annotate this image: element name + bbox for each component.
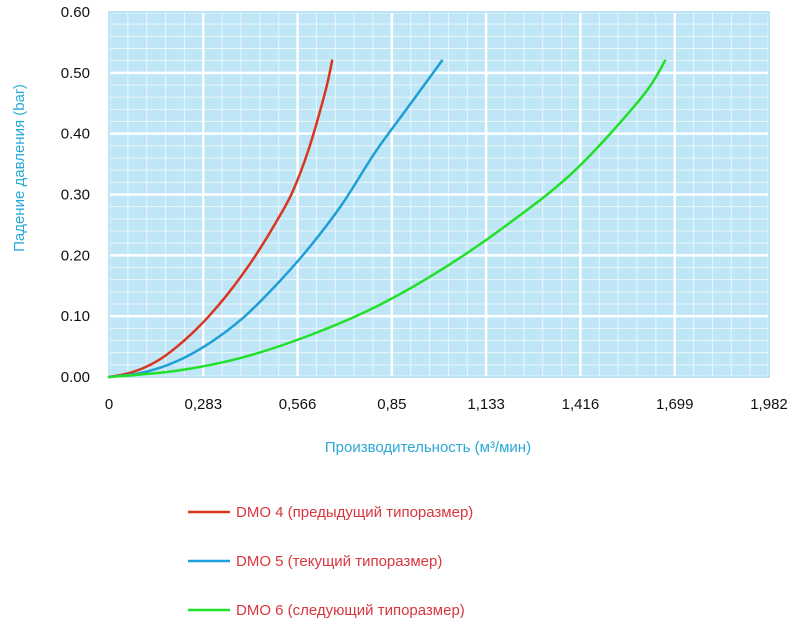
x-tick-label: 0,283 (185, 396, 223, 413)
x-tick-label: 0 (105, 396, 113, 413)
y-axis-title: Падение давления (bar) (11, 84, 28, 252)
y-tick-label: 0.30 (61, 187, 90, 204)
x-tick-label: 0,566 (279, 396, 317, 413)
legend-label: DMO 4 (предыдущий типоразмер) (236, 504, 473, 521)
y-tick-label: 0.10 (61, 308, 90, 325)
x-tick-label: 1,699 (656, 396, 694, 413)
legend-label: DMO 6 (следующий типоразмер) (236, 602, 465, 619)
legend-item-dmo5: DMO 5 (текущий типоразмер) (188, 553, 442, 570)
x-tick-label: 1,133 (467, 396, 505, 413)
x-axis-title: Производительность (м³/мин) (325, 439, 531, 456)
dmo4-series-line (107, 59, 334, 379)
legend-item-dmo6: DMO 6 (следующий типоразмер) (188, 602, 465, 619)
y-tick-label: 0.50 (61, 65, 90, 82)
legend: DMO 4 (предыдущий типоразмер) DMO 5 (теку… (188, 504, 473, 619)
y-tick-label: 0.20 (61, 247, 90, 264)
y-tick-label: 0.40 (61, 126, 90, 143)
plot-border (108, 11, 770, 378)
legend-label: DMO 5 (текущий типоразмер) (236, 553, 442, 570)
dmo6-series-line (107, 59, 667, 379)
y-tick-label: 0.00 (61, 369, 90, 386)
x-tick-label: 1,982 (750, 396, 788, 413)
legend-item-dmo4: DMO 4 (предыдущий типоразмер) (188, 504, 473, 521)
x-tick-label: 1,416 (562, 396, 600, 413)
x-tick-label: 0,85 (377, 396, 406, 413)
dmo5-series-line (107, 59, 444, 379)
y-tick-label: 0.60 (61, 4, 90, 21)
